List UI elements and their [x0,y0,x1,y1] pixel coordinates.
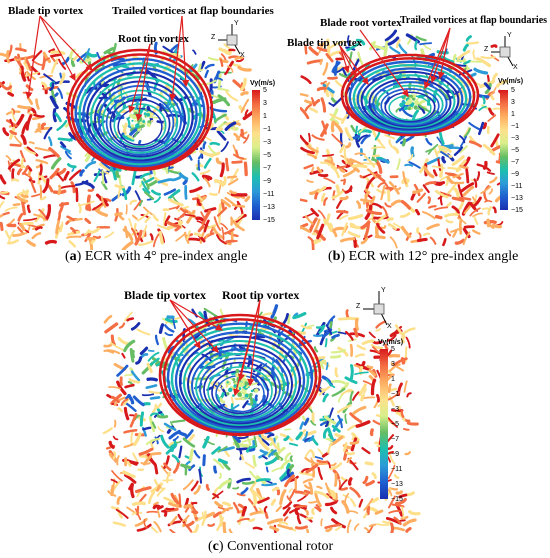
colorbar-tick-label: −5 [263,152,271,159]
axis-label-z: Z [484,46,489,53]
colorbar-tick-label: −13 [511,195,523,202]
vortex-render-a [0,41,256,250]
axis-triad-icon [491,36,514,67]
colorbar-tick-label: −7 [391,436,399,443]
colorbar-tick-label: −13 [263,204,275,211]
colorbar-tick-label: −7 [511,159,519,166]
label-blade-tip-vortex-a: Blade tip vortex [8,5,84,17]
colorbar-tick-label: −11 [263,191,275,198]
label-trailed-vortices-b: Trailed vortices at flap boundaries [400,15,548,26]
colorbar-tick-label: −15 [391,496,403,503]
colorbar-gradient [500,90,508,210]
caption-b: (b) ECR with 12° pre-index angle [328,249,519,264]
axis-label-x: X [513,64,518,71]
label-root-tip-vortex-a: Root tip vortex [118,33,189,45]
panel-c: Blade tip vortex Root tip vortex Y Z X Vy(… [0,275,550,558]
axis-triad-a: Y Z X [211,20,252,60]
axis-label-y: Y [381,287,386,294]
colorbar-a: Vy(m/s) 5 3 1 −1 −3 −5 −7 −9 −11 −13 −15 [250,80,290,230]
colorbar-tick-label: 5 [391,346,395,353]
axis-triad-b: Y Z X [484,32,525,72]
colorbar-title: Vy(m/s) [250,80,276,87]
colorbar-tick-label: −5 [391,421,399,428]
label-blade-root-vortex-b: Blade root vortex [320,17,402,29]
colorbar-tick-label: −3 [511,135,519,142]
label-blade-tip-vortex-b: Blade tip vortex [287,37,363,49]
label-blade-tip-vortex-c: Blade tip vortex [124,288,206,302]
colorbar-tick-label: −1 [263,126,271,133]
colorbar-tick-label: −9 [263,178,271,185]
colorbar-tick-label: −9 [391,451,399,458]
colorbar-tick-label: −1 [391,391,399,398]
caption-c: (c) Conventional rotor [208,539,334,554]
colorbar-tick-label: −7 [263,165,271,172]
axis-label-z: Z [211,34,216,41]
colorbar-tick-label: −5 [511,147,519,154]
colorbar-tick-label: 5 [511,87,515,94]
axis-label-x: X [240,52,245,59]
colorbar-tick-label: −11 [391,466,403,473]
colorbar-title: Vy(m/s) [498,78,524,85]
colorbar-tick-label: −3 [391,406,399,413]
axis-triad-icon [363,291,388,326]
colorbar-tick-label: −9 [511,171,519,178]
colorbar-c: Vy(m/s) 5 3 1 −1 −3 −5 −7 −9 −11 −13 −15 [378,339,422,509]
colorbar-tick-label: −1 [511,123,519,130]
panel-b: Blade root vortex Trailed vortices at fl… [287,0,550,275]
panel-a: Blade tip vortex Trailed vortices at fla… [0,0,300,275]
axis-label-y: Y [234,20,239,27]
colorbar-title: Vy(m/s) [378,339,404,346]
colorbar-gradient [380,349,388,499]
colorbar-tick-label: −11 [511,183,523,190]
label-root-tip-vortex-c: Root tip vortex [222,288,300,302]
axis-label-y: Y [507,32,512,39]
axis-label-z: Z [356,303,361,310]
colorbar-tick-label: −13 [391,481,403,488]
colorbar-tick-label: 1 [391,376,395,383]
colorbar-tick-label: 1 [263,113,267,120]
colorbar-tick-label: 1 [511,111,515,118]
colorbar-tick-label: −3 [263,139,271,146]
axis-triad-c: Y Z X [356,287,401,331]
colorbar-tick-label: 3 [391,361,395,368]
label-trailed-vortices-a: Trailed vortices at flap boundaries [112,5,274,17]
colorbar-b: Vy(m/s) 5 3 1 −1 −3 −5 −7 −9 −11 −13 −15 [498,78,538,228]
colorbar-gradient [252,90,260,220]
caption-a: (a) ECR with 4° pre-index angle [65,249,248,264]
colorbar-tick-label: 3 [511,99,515,106]
colorbar-tick-label: −15 [511,207,523,214]
colorbar-tick-label: −15 [263,217,275,224]
axis-triad-icon [218,24,241,55]
vortex-render-c [102,304,421,533]
colorbar-tick-label: 5 [263,87,267,94]
colorbar-tick-label: 3 [263,100,267,107]
axis-label-x: X [387,323,392,330]
